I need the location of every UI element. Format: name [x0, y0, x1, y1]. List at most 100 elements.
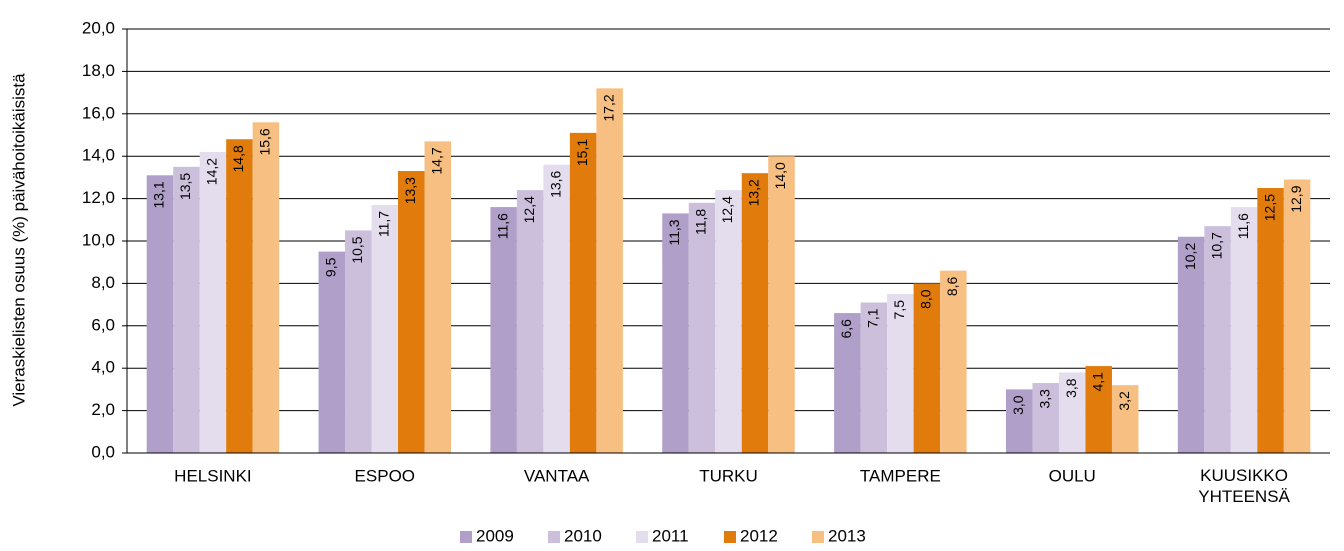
legend-swatch	[812, 531, 824, 543]
bar	[887, 294, 914, 453]
value-label: 15,1	[574, 139, 590, 166]
bar	[1005, 389, 1033, 453]
legend-label: 2013	[828, 526, 866, 545]
value-label: 17,2	[600, 94, 616, 121]
value-label: 14,7	[428, 147, 444, 174]
legend-swatch	[724, 531, 736, 543]
value-label: 14,0	[772, 162, 788, 189]
legend-swatch	[636, 531, 648, 543]
value-label: 6,6	[838, 319, 854, 339]
value-label: 3,2	[1116, 391, 1132, 411]
value-label: 15,6	[257, 128, 273, 155]
legend-label: 2010	[564, 526, 602, 545]
value-label: 3,0	[1010, 395, 1026, 415]
bar	[490, 207, 517, 453]
y-tick-label: 14,0	[82, 146, 115, 165]
bar	[715, 190, 742, 453]
x-tick-label: HELSINKI	[174, 466, 251, 485]
bar	[596, 88, 623, 454]
y-tick-label: 6,0	[91, 315, 115, 334]
bar	[1204, 226, 1231, 453]
bar	[569, 132, 597, 453]
y-tick-label: 8,0	[91, 273, 115, 292]
value-label: 11,6	[1235, 213, 1251, 239]
y-tick-label: 0,0	[91, 442, 115, 461]
bar	[424, 141, 452, 454]
y-tick-label: 16,0	[82, 103, 115, 122]
value-label: 11,8	[693, 209, 709, 235]
y-tick-label: 2,0	[91, 400, 115, 419]
x-tick-label: TURKU	[699, 466, 758, 485]
value-label: 3,8	[1063, 378, 1079, 398]
bar	[1085, 366, 1112, 453]
bar	[173, 166, 200, 454]
value-label: 7,5	[891, 300, 907, 320]
bar	[1111, 385, 1139, 453]
value-label: 10,2	[1182, 243, 1198, 270]
bar	[940, 270, 967, 453]
bar	[1230, 207, 1258, 453]
y-tick-label: 12,0	[82, 188, 115, 207]
bar	[199, 151, 227, 453]
x-tick-label: VANTAA	[524, 466, 590, 485]
bar	[1257, 188, 1284, 453]
x-tick-label: KUUSIKKO YHTEENSÄ	[1198, 466, 1290, 506]
bar	[371, 204, 399, 453]
value-label: 4,1	[1089, 372, 1105, 392]
bar	[543, 164, 570, 453]
y-tick-label: 4,0	[91, 358, 115, 377]
y-tick-label: 20,0	[82, 18, 115, 37]
value-label: 12,4	[719, 196, 735, 223]
value-label: 12,9	[1288, 185, 1304, 212]
value-label: 10,7	[1208, 232, 1224, 259]
legend-label: 2011	[652, 526, 689, 545]
value-label: 8,0	[918, 289, 934, 309]
value-label: 11,7	[375, 211, 391, 237]
bar	[741, 173, 769, 453]
value-label: 11,3	[666, 219, 682, 245]
value-label: 13,2	[746, 179, 762, 206]
value-label: 3,3	[1036, 389, 1052, 409]
bar	[318, 251, 346, 453]
bar	[860, 302, 888, 453]
value-label: 13,6	[547, 170, 563, 197]
bar	[1283, 179, 1311, 453]
x-tick-label: TAMPERE	[860, 466, 941, 485]
value-label: 10,5	[349, 236, 365, 263]
bar	[913, 283, 941, 453]
bar	[1177, 236, 1205, 453]
bar	[1058, 372, 1086, 453]
value-label: 12,5	[1261, 194, 1277, 221]
bar	[226, 139, 253, 454]
value-label: 7,1	[865, 308, 881, 328]
bar	[345, 230, 372, 453]
bar	[1032, 383, 1059, 453]
value-label: 13,3	[402, 177, 418, 204]
bar	[516, 190, 544, 453]
y-axis-title: Vieraskielisten osuus (%) päivähoitoikäi…	[9, 73, 28, 407]
bar	[768, 156, 795, 453]
x-tick-label: ESPOO	[355, 466, 415, 485]
bar	[252, 122, 280, 453]
bar	[146, 175, 174, 453]
value-label: 9,5	[322, 257, 338, 277]
x-tick-label: OULU	[1049, 466, 1096, 485]
legend-swatch	[460, 531, 472, 543]
value-label: 13,1	[151, 181, 167, 208]
y-tick-label: 18,0	[82, 61, 115, 80]
legend-swatch	[548, 531, 560, 543]
legend-label: 2009	[476, 526, 514, 545]
value-label: 8,6	[944, 276, 960, 296]
bar	[398, 171, 425, 454]
y-tick-label: 10,0	[82, 230, 115, 249]
bar	[834, 313, 861, 453]
value-label: 11,6	[494, 213, 510, 239]
value-label: 12,4	[521, 196, 537, 223]
bar	[662, 213, 689, 453]
value-label: 13,5	[177, 173, 193, 200]
legend-label: 2012	[740, 526, 778, 545]
bar	[688, 202, 716, 453]
value-label: 14,8	[230, 145, 246, 172]
value-label: 14,2	[204, 158, 220, 185]
